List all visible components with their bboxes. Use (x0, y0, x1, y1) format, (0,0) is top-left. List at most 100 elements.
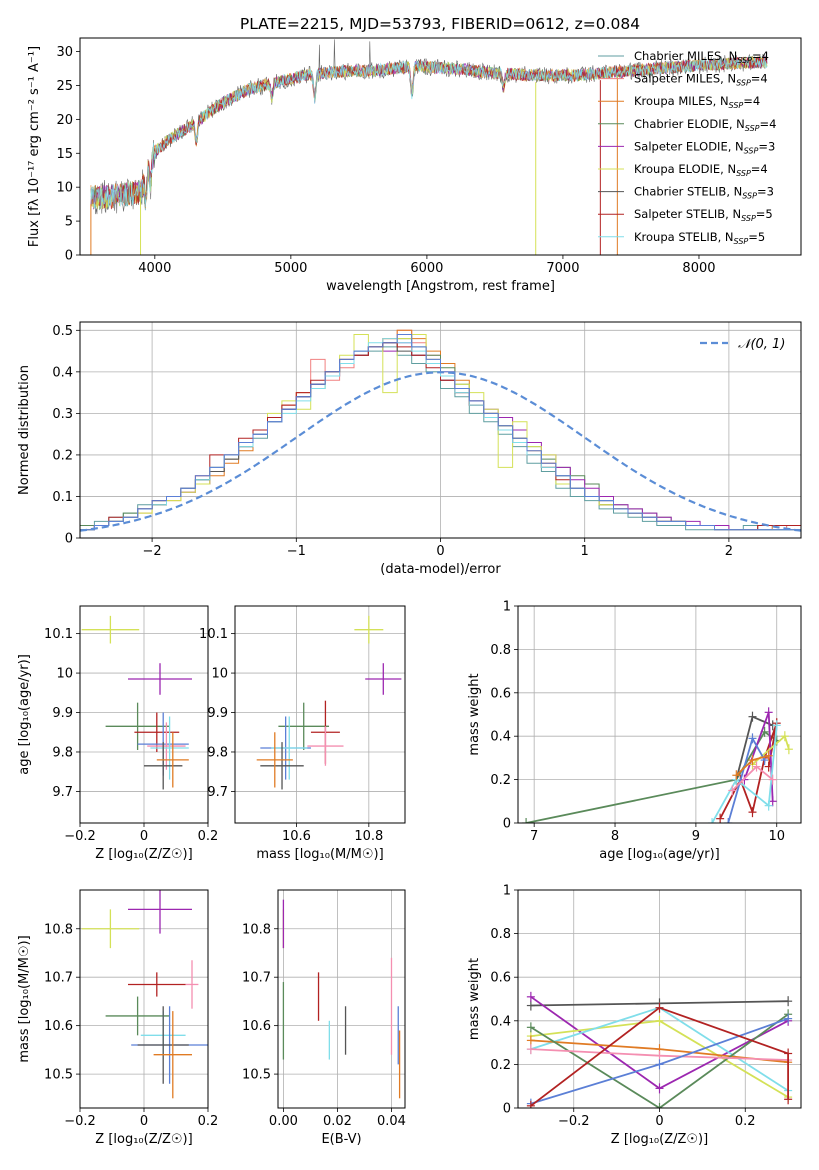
spectrum-x-tick-label: 4000 (138, 261, 171, 276)
mass-vs-Z-y-tick-label: 10.7 (44, 971, 73, 986)
age-vs-Z-y-tick-label: 10.1 (44, 627, 73, 642)
mass-vs-Z-x-tick-label: 0 (140, 1114, 148, 1129)
spectrum-x-tick-label: 7000 (546, 261, 579, 276)
age-vs-Z-y-tick-label: 9.9 (52, 706, 73, 721)
residual-histogram-frame (79, 321, 802, 539)
age-vs-Z-y-tick-label: 10 (56, 667, 73, 682)
spectrum-frame (79, 37, 802, 256)
residual-histogram-x-axis-label: (data-model)/error (380, 562, 501, 577)
mass-weight-vs-Z-y-tick-label: 0 (503, 1102, 511, 1117)
mass-vs-Z-y-tick-label: 10.5 (44, 1068, 73, 1083)
mass-weight-vs-Z-x-tick-label: 0 (655, 1114, 663, 1129)
spectrum-legend-label: Kroupa STELIB, NSSP=5 (634, 230, 765, 246)
age-vs-mass-y-tick-label: 9.7 (207, 785, 228, 800)
spectrum-x-tick-label: 6000 (410, 261, 443, 276)
mass-vs-EBV-x-tick-label: 0.02 (323, 1114, 352, 1129)
age-vs-mass-y-tick-label: 9.9 (207, 706, 228, 721)
mass-vs-Z-y-axis-label: mass [log₁₀(M/M☉)] (17, 935, 32, 1062)
mass-vs-Z-x-tick-label: 0.2 (198, 1114, 219, 1129)
age-vs-Z-x-axis-label: Z [log₁₀(Z/Z☉)] (95, 847, 192, 862)
mass-weight-vs-Z-frame (517, 889, 802, 1109)
age-vs-Z-y-tick-label: 9.7 (52, 785, 73, 800)
residual-histogram-y-axis-label: Normed distribution (17, 365, 32, 495)
spectrum-y-tick-label: 20 (56, 113, 73, 128)
mass-weight-vs-age-panel: 7 8 9 10 0 0.2 0.4 0.6 0.8 1 age [log₁₀(age/yr)] ma… (467, 600, 802, 862)
spectrum-legend-label: Salpeter ELODIE, NSSP=3 (634, 139, 775, 155)
mass-vs-Z-panel: −0.2 0 0.2 10.5 10.6 10.7 10.8 Z [log₁₀(Z/Z☉)] m… (17, 889, 219, 1147)
age-vs-mass-plot-area (256, 615, 402, 790)
mass-weight-vs-age-y-tick-label: 0.8 (490, 643, 511, 658)
age-vs-mass-x-tick-label: 10.8 (354, 829, 383, 844)
spectrum-panel: 4000 5000 6000 7000 8000 0 5 10 15 20 25 30 waveleng… (27, 37, 802, 294)
age-vs-Z-x-tick-label: 0.2 (198, 829, 219, 844)
mass-vs-EBV-y-tick-label: 10.7 (242, 971, 271, 986)
spectrum-model-line (90, 55, 768, 209)
residual-histogram-x-tick-label: 2 (725, 544, 733, 559)
mass-vs-EBV-y-tick-label: 10.6 (242, 1019, 271, 1034)
residual-histogram-x-tick-label: −2 (143, 544, 162, 559)
residual-histogram-x-tick-label: 1 (581, 544, 589, 559)
mass-weight-vs-Z-y-tick-label: 1 (503, 884, 511, 899)
mass-weight-vs-age-y-tick-label: 0.6 (490, 686, 511, 701)
residual-histogram-y-tick-label: 0 (65, 532, 73, 547)
residual-histogram-y-tick-label: 0.5 (52, 324, 73, 339)
residual-histogram-panel: −2 −1 0 1 2 0 0.1 0.2 0.3 0.4 0.5 (data-model)/erro… (17, 321, 802, 577)
residual-histogram-y-tick-label: 0.4 (52, 365, 73, 380)
mass-weight-vs-age-y-tick-label: 0.2 (490, 773, 511, 788)
spectrum-legend-label: Kroupa MILES, NSSP=4 (634, 94, 760, 110)
mass-vs-Z-y-tick-label: 10.8 (44, 922, 73, 937)
age-vs-mass-x-tick-label: 10.6 (282, 829, 311, 844)
mass-weight-vs-age-y-tick-label: 1 (503, 600, 511, 615)
age-vs-Z-y-tick-label: 9.8 (52, 745, 73, 760)
mass-vs-EBV-y-tick-label: 10.5 (242, 1068, 271, 1083)
age-vs-mass-y-tick-label: 9.8 (207, 745, 228, 760)
mass-weight-vs-Z-y-tick-label: 0.2 (490, 1058, 511, 1073)
mass-weight-vs-age-y-axis-label: mass weight (467, 673, 482, 755)
age-vs-Z-plot-area (81, 615, 192, 790)
mass-vs-EBV-plot-area (282, 899, 401, 1099)
spectrum-y-tick-label: 5 (65, 215, 73, 230)
spectrum-y-axis-label: Flux [fλ 10⁻¹⁷ erg cm⁻² s⁻¹ A⁻¹] (27, 46, 42, 247)
spectrum-y-tick-label: 25 (56, 79, 73, 94)
normal-reference-curve (80, 371, 801, 532)
mass-weight-vs-Z-series-line (530, 1006, 789, 1107)
mass-vs-EBV-x-tick-label: 0.00 (269, 1114, 298, 1129)
mass-weight-vs-age-y-tick-label: 0 (503, 817, 511, 832)
mass-weight-vs-Z-series-line (530, 1013, 789, 1108)
mass-weight-vs-Z-y-axis-label: mass weight (467, 958, 482, 1040)
spectrum-y-tick-label: 0 (65, 249, 73, 264)
mass-vs-EBV-panel: 0.00 0.02 0.04 10.5 10.6 10.7 10.8 E(B-V) (242, 889, 406, 1147)
residual-histogram-x-tick-label: 0 (436, 544, 444, 559)
spectrum-y-tick-label: 10 (56, 181, 73, 196)
mass-weight-vs-age-x-tick-label: 7 (530, 829, 538, 844)
mass-vs-EBV-y-tick-label: 10.8 (242, 922, 271, 937)
spectrum-plot-area (90, 39, 768, 255)
age-vs-Z-panel: −0.2 0 0.2 9.7 9.8 9.9 10 10.1 Z [log₁₀(Z/Z☉)] ag… (17, 605, 219, 862)
mass-weight-vs-age-plot-area (522, 707, 793, 823)
age-vs-mass-x-axis-label: mass [log₁₀(M/M☉)] (256, 847, 383, 862)
mass-weight-vs-Z-panel: −0.2 0 0.2 0 0.2 0.4 0.6 0.8 1 Z [log₁₀(Z/Z☉)] mas… (467, 884, 802, 1147)
mass-weight-vs-Z-y-tick-label: 0.4 (490, 1014, 511, 1029)
mass-weight-vs-age-frame (517, 605, 802, 824)
spectrum-legend-label: Chabrier STELIB, NSSP=3 (634, 185, 774, 201)
mass-weight-vs-Z-x-tick-label: −0.2 (558, 1114, 590, 1129)
age-vs-mass-panel: 10.6 10.8 9.7 9.8 9.9 10 10.1 mass [log₁₀(M/M☉)… (199, 605, 406, 862)
age-vs-mass-y-tick-label: 10 (211, 667, 228, 682)
mass-weight-vs-age-x-tick-label: 10 (768, 829, 785, 844)
mass-weight-vs-Z-plot-area (526, 991, 793, 1108)
mass-vs-EBV-frame (277, 889, 406, 1109)
mass-vs-Z-x-axis-label: Z [log₁₀(Z/Z☉)] (95, 1132, 192, 1147)
mass-weight-vs-age-series-line (711, 725, 778, 823)
age-vs-Z-frame (79, 605, 209, 824)
mass-vs-EBV-x-tick-label: 0.04 (377, 1114, 406, 1129)
mass-weight-vs-Z-x-tick-label: 0.2 (735, 1114, 756, 1129)
residual-histogram-y-tick-label: 0.3 (52, 407, 73, 422)
spectrum-x-tick-label: 8000 (682, 261, 715, 276)
spectrum-legend-label: Salpeter STELIB, NSSP=5 (634, 207, 773, 223)
mass-weight-vs-age-x-tick-label: 8 (611, 829, 619, 844)
spectrum-legend-label: Chabrier ELODIE, NSSP=4 (634, 117, 776, 133)
spectrum-legend-label: Salpeter MILES, NSSP=4 (634, 72, 768, 88)
age-vs-Z-x-tick-label: 0 (140, 829, 148, 844)
spectrum-legend-label: Kroupa ELODIE, NSSP=4 (634, 162, 768, 178)
